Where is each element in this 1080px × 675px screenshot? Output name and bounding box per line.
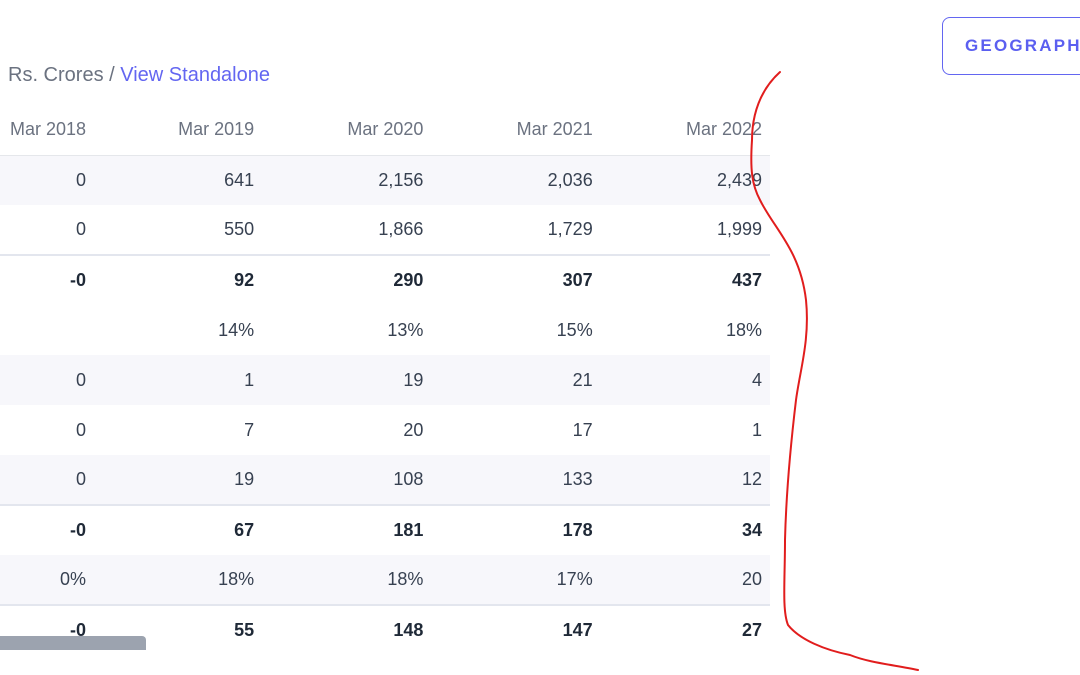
table-cell: 1,866 [378,219,424,239]
table-header-row: Mar 2018 Mar 2019 Mar 2020 Mar 2021 Mar … [0,105,770,156]
table-cell: 14% [218,319,255,340]
units-label: Rs. Crores / [8,64,121,86]
table-cell: 13% [387,319,424,340]
table-cell: 181 [262,504,432,555]
table-cell: 0 [0,355,94,405]
table-row: 0 641 2,156 2,036 2,439 [0,155,770,205]
table-cell: 550 [224,219,255,239]
table-cell: 17% [431,555,601,605]
table-cell: 108 [262,455,432,505]
table-cell: 12 [600,455,770,505]
table-cell: 1 [94,355,263,405]
table-cell: 1 [751,419,762,440]
table-cell: 178 [431,504,601,555]
table-row: 14% 13% 15% 18% [0,305,770,355]
table-cell: 147 [431,604,601,655]
table-cell: 18% [725,319,762,340]
table-cell: 20 [403,419,424,440]
table-cell: 1,729 [547,219,593,239]
table-cell: 0 [0,455,94,505]
table-cell: 4 [600,355,770,405]
column-header: Mar 2019 [94,105,263,156]
table-cell: -0 [0,254,94,305]
table-cell: 437 [600,254,770,305]
units-caption: Rs. Crores / View Standalone [8,64,270,87]
table-row: -0 55 148 147 27 [0,604,770,655]
table-row: 0 1 19 21 4 [0,355,770,405]
table-cell: 92 [94,254,263,305]
column-header: Mar 2018 [0,105,94,156]
table-cell: 133 [431,455,601,505]
table-row: 0% 18% 18% 17% 20 [0,555,770,605]
table-cell: 2,036 [431,155,601,205]
table-cell: 2,156 [262,155,432,205]
table-cell: 20 [600,555,770,605]
table-cell: 67 [94,504,263,555]
column-header: Mar 2022 [600,105,770,156]
table-cell: 15% [556,319,593,340]
table-cell: 17 [572,419,593,440]
table-row: 0 7 20 17 1 [0,405,770,455]
table-cell: 19 [262,355,432,405]
table-cell: 18% [94,555,263,605]
table-cell: 0% [0,555,94,605]
bottom-tab[interactable] [0,636,146,650]
table-row: 0 550 1,866 1,729 1,999 [0,205,770,255]
table-cell: 307 [431,254,601,305]
table-cell: 27 [600,604,770,655]
view-standalone-link[interactable]: View Standalone [120,64,270,86]
financials-table: Mar 2018 Mar 2019 Mar 2020 Mar 2021 Mar … [0,105,770,655]
geography-button[interactable]: GEOGRAPHY [942,17,1080,75]
table-cell: 641 [94,155,263,205]
table-cell: 7 [244,419,255,440]
table-cell: 0 [75,219,86,239]
column-header: Mar 2020 [262,105,432,156]
table-cell: 19 [94,455,263,505]
table-cell: 0 [0,155,94,205]
table-cell: 34 [600,504,770,555]
table-cell: 148 [262,604,432,655]
table-cell: 21 [431,355,601,405]
table-cell: -0 [0,504,94,555]
table-cell: 0 [75,419,86,440]
table-row: 0 19 108 133 12 [0,455,770,505]
table-row: -0 67 181 178 34 [0,504,770,555]
column-header: Mar 2021 [431,105,601,156]
table-cell: 290 [262,254,432,305]
table-cell: 18% [262,555,432,605]
table-cell: 2,439 [600,155,770,205]
table-row: -0 92 290 307 437 [0,254,770,305]
table-cell: 1,999 [716,219,762,239]
table-cell [0,305,94,355]
